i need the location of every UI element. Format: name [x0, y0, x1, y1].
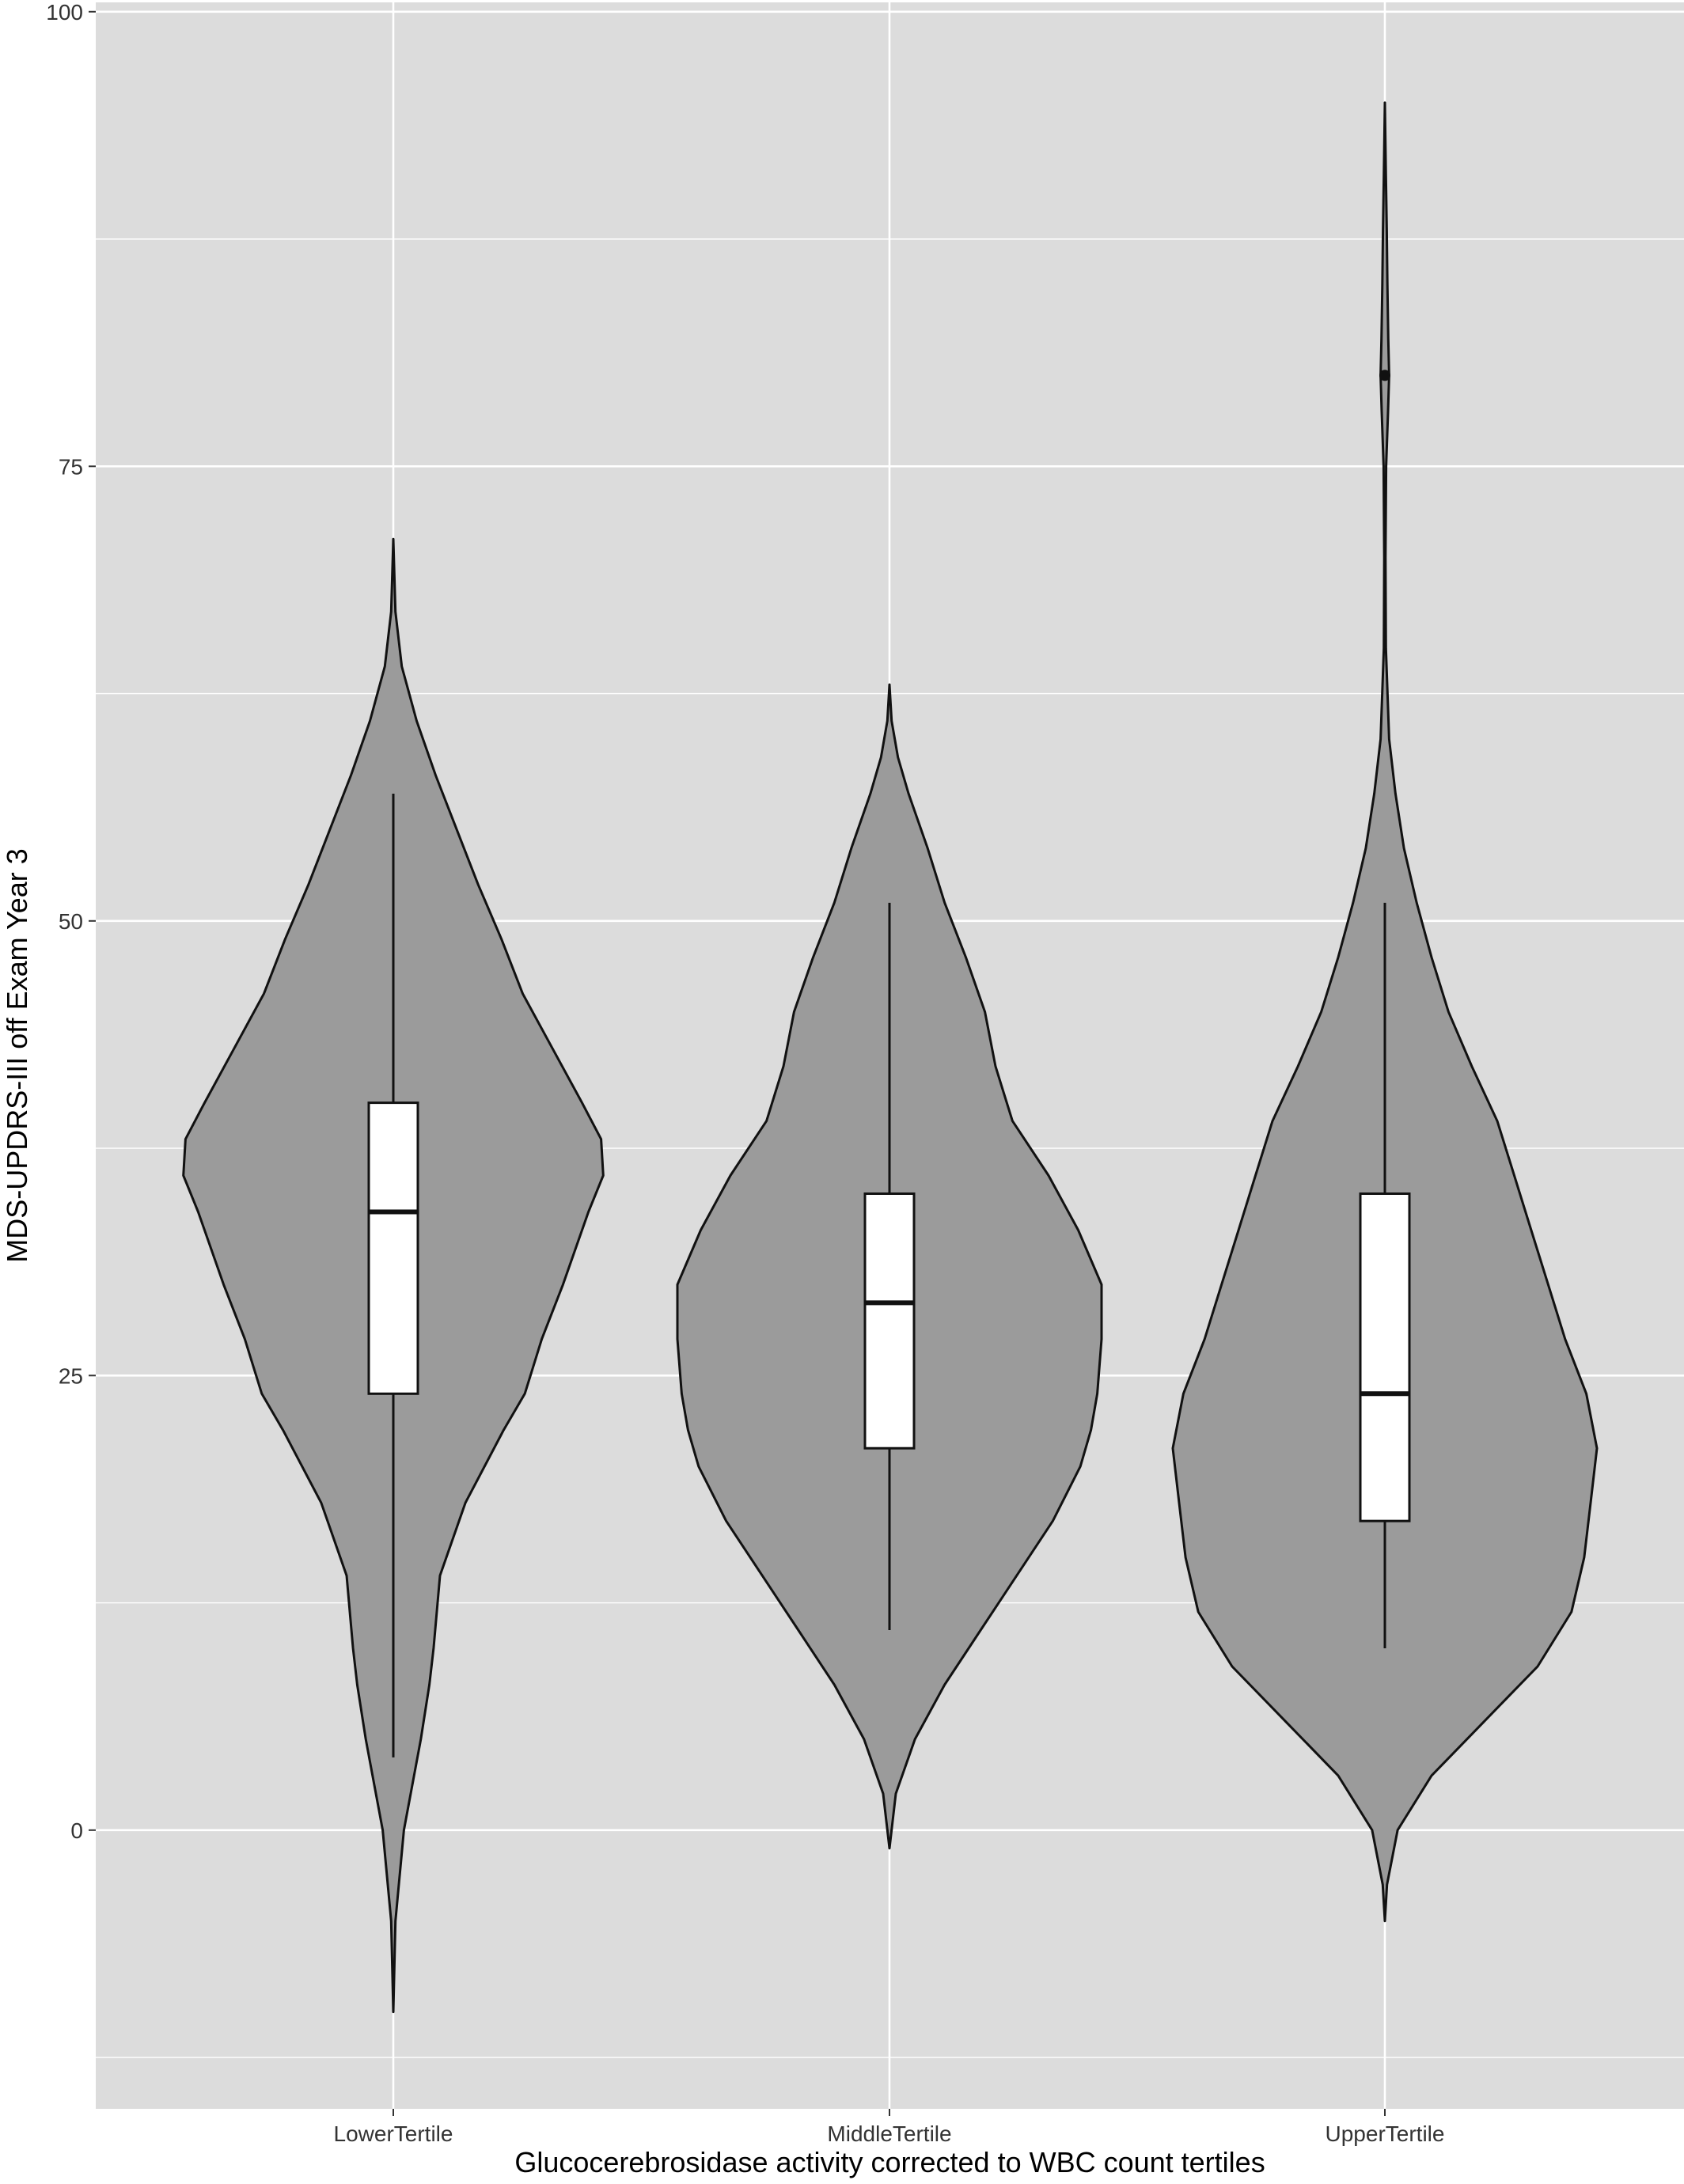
axes: 0 25 50 75 100 LowerTertile MiddleTertile Upper… [46, 0, 1444, 2146]
x-axis-title: Glucocerebrosidase activity corrected to… [514, 2146, 1265, 2178]
y-tick-label: 25 [59, 1363, 83, 1388]
y-tick-label: 0 [70, 1818, 83, 1843]
boxplots [367, 370, 1411, 1757]
y-tick-label: 50 [59, 909, 83, 934]
y-axis-title: MDS-UPDRS-III off Exam Year 3 [1, 848, 33, 1263]
x-tick-label: UpperTertile [1326, 2121, 1445, 2146]
y-tick-label: 75 [59, 454, 83, 479]
box-UpperTertile [1359, 1192, 1411, 1522]
outlier-point [1379, 370, 1390, 381]
x-tick-label: LowerTertile [334, 2121, 453, 2146]
y-tick-label: 100 [46, 0, 83, 25]
box-LowerTertile [367, 1101, 419, 1395]
x-tick-label: MiddleTertile [827, 2121, 951, 2146]
box-MiddleTertile [863, 1192, 916, 1450]
